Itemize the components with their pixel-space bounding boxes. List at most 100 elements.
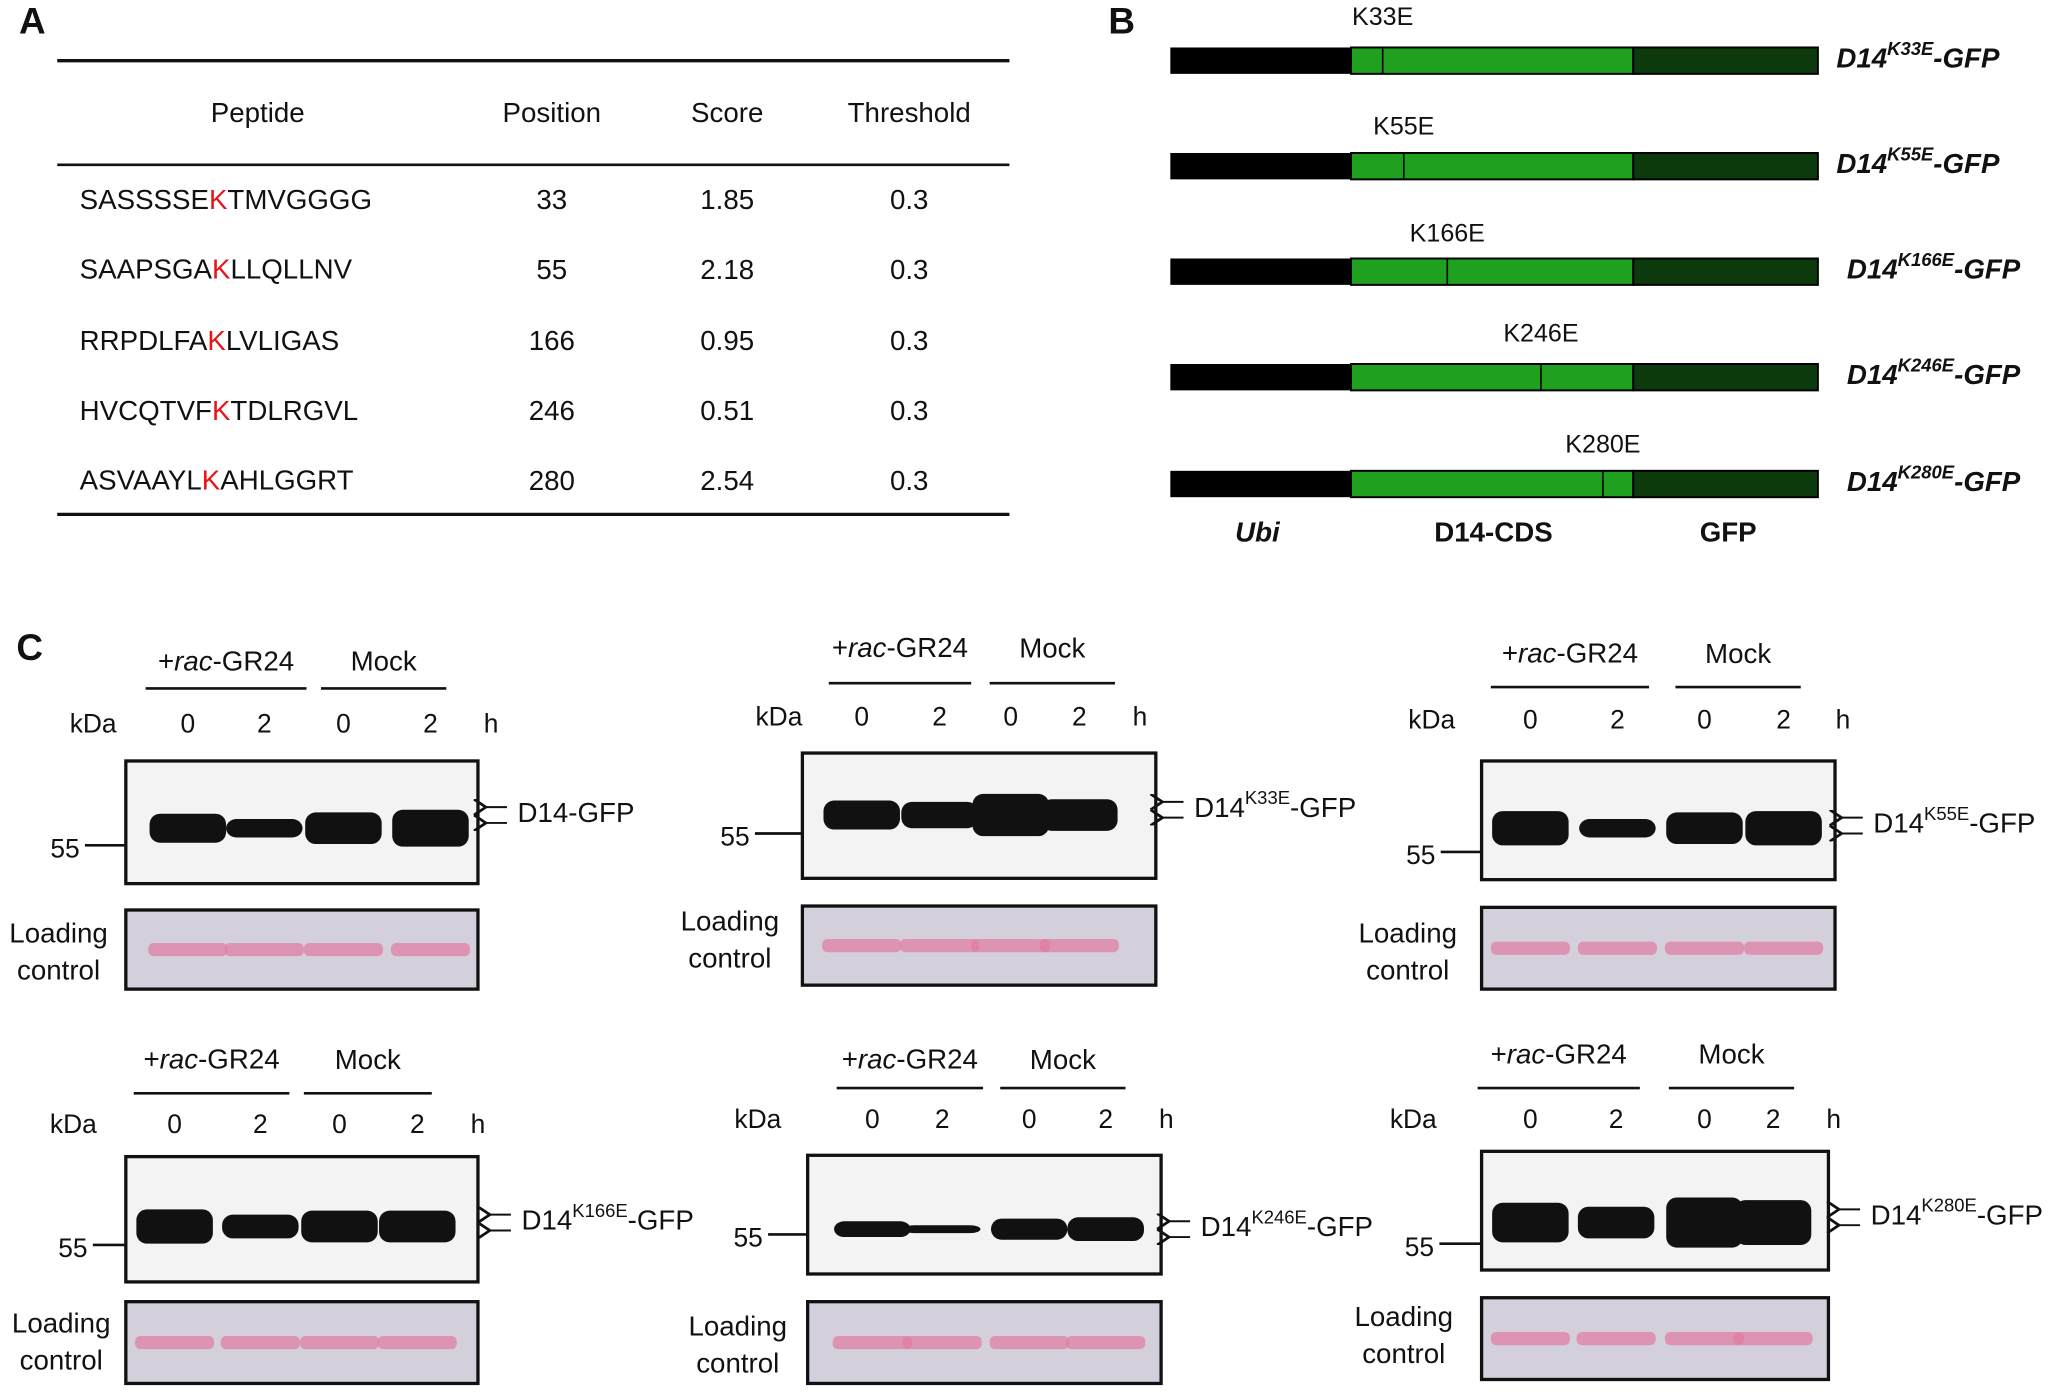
treatment-part: rac bbox=[858, 1044, 897, 1075]
treatment-label: +rac-GR24 bbox=[842, 1044, 978, 1075]
protein-label: D14-GFP bbox=[518, 797, 635, 828]
peptide: HVCQTVFKTDLRGVL bbox=[80, 395, 358, 426]
protein-name: D14 bbox=[1871, 1200, 1922, 1231]
time-unit: h bbox=[1133, 702, 1148, 732]
loading-label: control bbox=[17, 954, 100, 985]
treatment-part: rac bbox=[160, 1044, 199, 1075]
construct-name: D14 bbox=[1847, 359, 1898, 390]
mutation-label: K55E bbox=[1373, 113, 1434, 141]
control-label: Mock bbox=[1698, 1039, 1764, 1070]
segment-label: GFP bbox=[1700, 516, 1757, 547]
lysine-site: K bbox=[212, 254, 231, 285]
treatment-part: + bbox=[1491, 1039, 1507, 1070]
protein-name: D14 bbox=[1194, 792, 1245, 823]
time-label: 2 bbox=[1072, 702, 1087, 732]
marker-label: 55 bbox=[58, 1233, 87, 1263]
band bbox=[834, 1221, 911, 1238]
loading-band bbox=[220, 1335, 300, 1350]
loading-band bbox=[902, 1335, 982, 1350]
peptide: ASVAAYLKAHLGGRT bbox=[80, 465, 354, 496]
treatment-part: -GR24 bbox=[1556, 638, 1638, 669]
construct-label: D14K280E-GFP bbox=[1847, 461, 2021, 497]
loading-label: control bbox=[688, 942, 771, 973]
treatment-part: rac bbox=[848, 632, 887, 663]
marker-label: 55 bbox=[1406, 840, 1435, 870]
time-label: 0 bbox=[865, 1104, 880, 1134]
construct-suffix: -GFP bbox=[1933, 148, 2000, 179]
loading-label: Loading bbox=[12, 1308, 111, 1339]
time-label: 2 bbox=[253, 1109, 268, 1139]
protein-name: D14 bbox=[521, 1205, 572, 1236]
construct-label: D14K166E-GFP bbox=[1847, 249, 2021, 285]
band bbox=[1492, 1202, 1569, 1243]
treatment-part: -GR24 bbox=[213, 646, 295, 677]
construct-superscript: K246E bbox=[1898, 355, 1955, 376]
time-label: 2 bbox=[932, 702, 947, 732]
time-label: 2 bbox=[1098, 1104, 1113, 1134]
gfp-segment bbox=[1632, 469, 1819, 499]
loading-band bbox=[1733, 1332, 1813, 1346]
panel-label: A bbox=[19, 0, 46, 41]
table-cell: 2.54 bbox=[700, 465, 754, 496]
time-label: 2 bbox=[1610, 704, 1625, 734]
band bbox=[1492, 811, 1569, 846]
time-unit: h bbox=[484, 708, 499, 738]
time-label: 2 bbox=[423, 708, 438, 738]
peptide-part: RRPDLFA bbox=[80, 325, 208, 356]
construct-superscript: K55E bbox=[1887, 143, 1934, 164]
band bbox=[823, 800, 900, 830]
treatment-label: +rac-GR24 bbox=[158, 646, 294, 677]
construct-name: D14 bbox=[1847, 254, 1898, 285]
treatment-part: + bbox=[842, 1044, 858, 1075]
time-label: 2 bbox=[1776, 704, 1791, 734]
panel-label: C bbox=[16, 627, 43, 668]
time-label: 2 bbox=[1766, 1104, 1781, 1134]
loading-band bbox=[899, 939, 980, 953]
unit-label: kDa bbox=[1390, 1104, 1437, 1134]
band bbox=[301, 1210, 378, 1243]
band bbox=[1734, 1200, 1812, 1245]
column-header: Position bbox=[503, 97, 602, 128]
protein-label: D14K166E-GFP bbox=[521, 1200, 693, 1236]
band bbox=[901, 801, 978, 829]
time-label: 0 bbox=[1697, 1104, 1712, 1134]
time-unit: h bbox=[471, 1109, 486, 1139]
band bbox=[136, 1209, 213, 1244]
treatment-part: rac bbox=[1518, 638, 1557, 669]
construct-name: D14 bbox=[1847, 466, 1898, 497]
band bbox=[392, 809, 469, 847]
protein-name: D14 bbox=[1201, 1211, 1252, 1242]
peptide: SASSSSEKTMVGGGG bbox=[80, 184, 372, 215]
segment-label: Ubi bbox=[1235, 516, 1281, 547]
construct-suffix: -GFP bbox=[1933, 43, 2000, 74]
loading-label: control bbox=[1362, 1338, 1445, 1369]
band bbox=[1666, 812, 1743, 845]
cds-segment bbox=[1350, 363, 1635, 392]
lysine-site: K bbox=[212, 395, 231, 426]
protein-label: D14K280E-GFP bbox=[1871, 1195, 2043, 1231]
band bbox=[379, 1210, 456, 1243]
protein-superscript: K246E bbox=[1251, 1206, 1306, 1227]
mutation-label: K246E bbox=[1503, 320, 1578, 348]
table-cell: 166 bbox=[529, 325, 575, 356]
table-cell: 33 bbox=[536, 184, 567, 215]
gfp-segment bbox=[1632, 257, 1819, 286]
time-unit: h bbox=[1159, 1104, 1174, 1134]
loading-band bbox=[1577, 941, 1657, 955]
loading-band bbox=[224, 942, 304, 957]
gfp-segment bbox=[1632, 46, 1819, 75]
gfp-segment bbox=[1632, 363, 1819, 392]
treatment-part: + bbox=[1502, 638, 1518, 669]
unit-label: kDa bbox=[50, 1109, 97, 1139]
protein-label: D14K33E-GFP bbox=[1194, 787, 1356, 823]
mutation-label: K33E bbox=[1352, 3, 1413, 31]
control-label: Mock bbox=[1705, 638, 1771, 669]
segment-label: D14-CDS bbox=[1434, 516, 1552, 547]
loading-band bbox=[303, 942, 383, 957]
loading-band bbox=[1066, 1335, 1146, 1350]
treatment-part: + bbox=[158, 646, 174, 677]
loading-label: control bbox=[696, 1347, 779, 1378]
control-label: Mock bbox=[335, 1044, 401, 1075]
construct-suffix: -GFP bbox=[1954, 466, 2021, 497]
